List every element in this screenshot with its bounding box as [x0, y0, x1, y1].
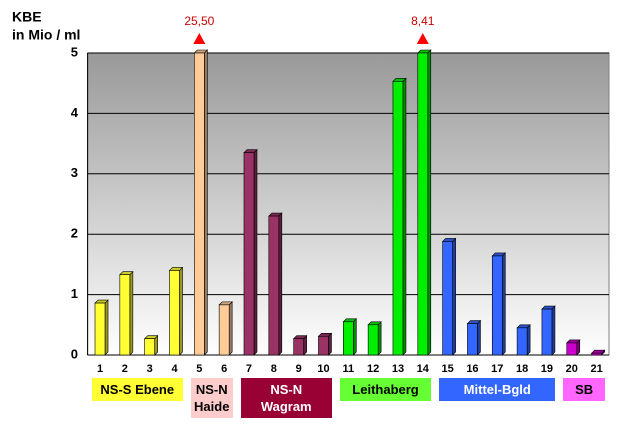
bar [491, 255, 503, 356]
bar-side [278, 212, 283, 356]
bar [467, 323, 478, 356]
group-label: NS-N Haide [190, 378, 233, 418]
x-tick-label: 6 [221, 363, 227, 375]
bar [591, 352, 602, 356]
bar-side [104, 299, 109, 356]
bar-side [427, 49, 432, 356]
bar [243, 152, 255, 356]
bar [442, 241, 453, 356]
value-label: 25,50 [184, 14, 214, 28]
y-tick-label: 0 [71, 346, 78, 361]
group-label: SB [563, 378, 605, 401]
y-tick-label: 1 [71, 286, 78, 301]
bar [94, 302, 106, 356]
bar [169, 270, 180, 356]
bar-side [452, 237, 456, 356]
y-tick-label: 4 [71, 105, 79, 120]
x-tick-label: 21 [590, 363, 602, 375]
group-label: Leithaberg [339, 378, 432, 401]
bar [342, 321, 354, 356]
bar-side [526, 324, 531, 356]
x-tick-label: 2 [122, 363, 128, 375]
overflow-marker [416, 33, 429, 44]
overflow-marker [193, 33, 206, 44]
bar-side [477, 319, 481, 356]
group-label: NS-S Ebene [91, 378, 183, 401]
bar-side [328, 332, 332, 356]
bar [194, 52, 205, 356]
x-tick-label: 19 [541, 363, 553, 375]
bar-side [402, 77, 407, 356]
bar-side [352, 318, 357, 356]
bar-side [501, 252, 506, 356]
x-tick-label: 1 [97, 363, 103, 375]
x-tick-label: 3 [147, 363, 153, 375]
bar [293, 338, 304, 356]
x-tick-label: 11 [342, 363, 354, 375]
bar [119, 274, 131, 356]
y-tick-label: 3 [71, 165, 78, 180]
x-tick-label: 7 [246, 363, 252, 375]
bar [268, 215, 280, 356]
y-tick-label: 2 [71, 226, 78, 241]
axis-title: in Mio / ml [12, 27, 80, 43]
bar-side [377, 321, 382, 356]
bar [367, 324, 379, 356]
bar-side [204, 49, 208, 356]
plot-area [87, 52, 610, 356]
x-tick-label: 12 [367, 363, 379, 375]
x-tick-label: 8 [271, 363, 277, 375]
bar-side [253, 148, 258, 356]
x-tick-label: 13 [392, 363, 404, 375]
bar-side [179, 266, 183, 356]
bar-side [228, 301, 233, 356]
bar [218, 304, 230, 356]
x-tick-label: 20 [566, 363, 578, 375]
group-label: NS-N Wagram [240, 378, 332, 418]
x-tick-label: 18 [516, 363, 528, 375]
x-tick-label: 9 [296, 363, 302, 375]
bar-side [551, 305, 556, 356]
y-tick-label: 5 [71, 44, 78, 59]
x-tick-label: 14 [417, 363, 430, 375]
x-tick-label: 10 [317, 363, 329, 375]
bar [392, 81, 404, 356]
x-tick-label: 16 [466, 363, 478, 375]
value-label: 8,41 [411, 14, 435, 28]
bar-side [129, 270, 134, 356]
axis-title: KBE [12, 9, 42, 25]
x-tick-label: 15 [441, 363, 453, 375]
x-tick-label: 5 [196, 363, 202, 375]
bar [566, 342, 578, 356]
x-tick-label: 17 [491, 363, 503, 375]
group-label: Mittel-Bgld [439, 378, 556, 401]
bar [541, 308, 553, 356]
bar [144, 338, 155, 356]
x-tick-label: 4 [171, 363, 178, 375]
bar [516, 327, 528, 356]
bar [417, 52, 429, 356]
bar [318, 335, 329, 356]
